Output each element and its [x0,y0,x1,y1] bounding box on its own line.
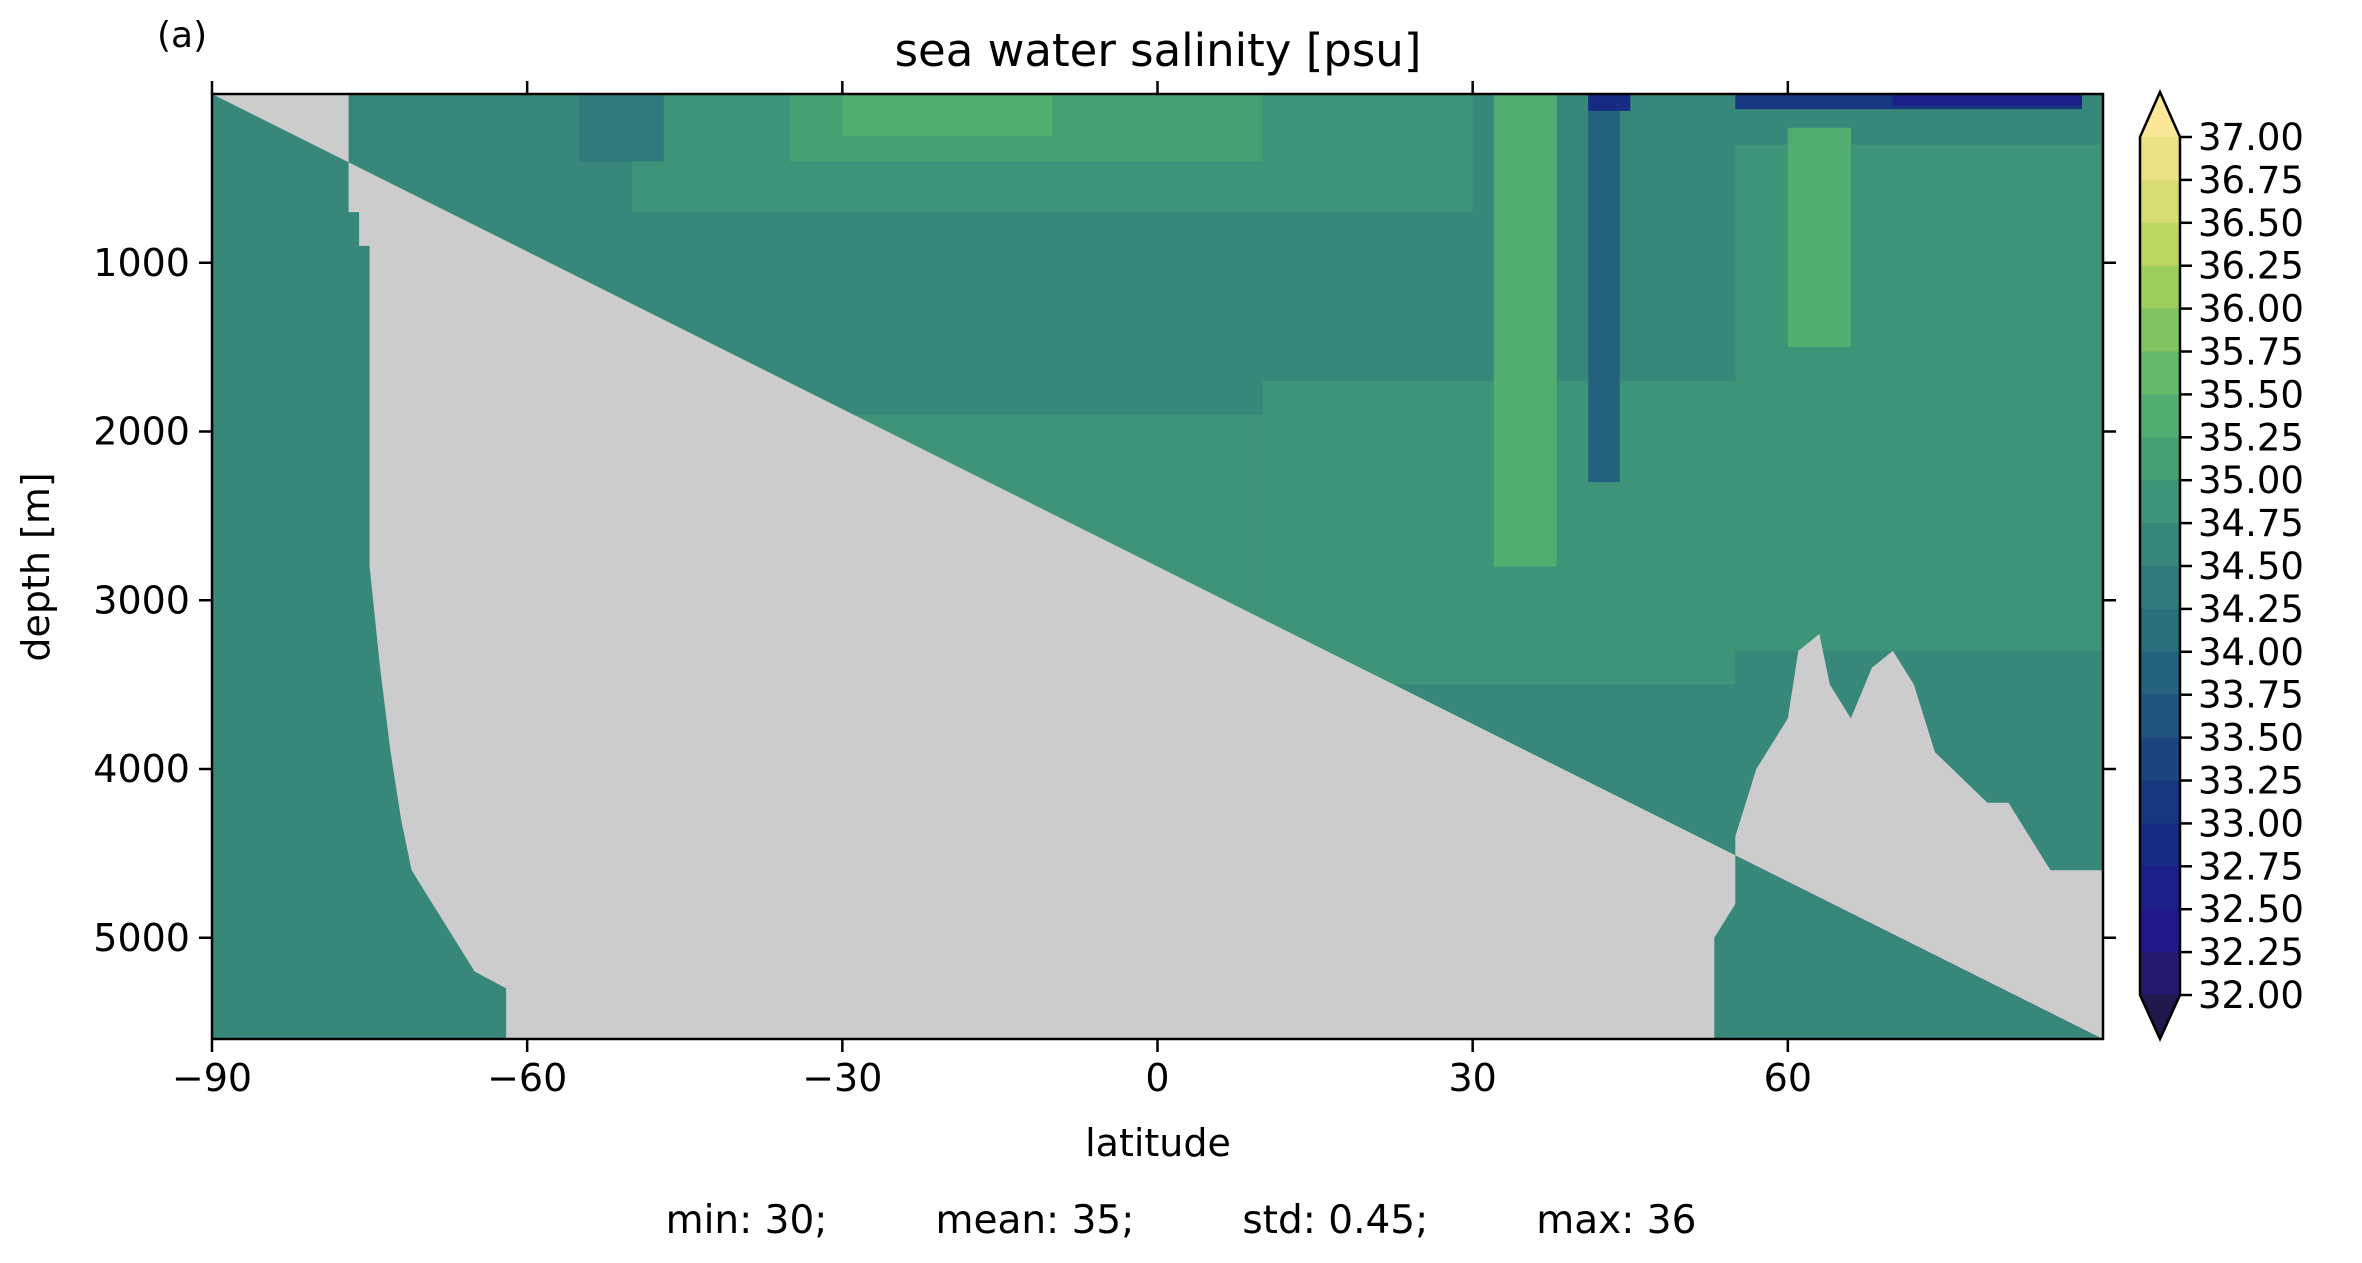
colorbar-swatch [2140,952,2180,996]
colorbar: 37.0036.7536.5036.2536.0035.7535.5035.25… [2138,88,2304,1043]
salinity-region-10 [1504,94,1536,179]
stat-mean: mean: 35; [935,1198,1135,1243]
salinity-region-16 [1892,94,2082,106]
colorbar-tick-label: 33.75 [2198,674,2304,717]
y-axis: 1000 2000 3000 4000 5000 [93,241,2116,960]
salinity-region-13 [1588,94,1620,483]
colorbar-swatch [2140,651,2180,696]
colorbar-swatch [2140,737,2180,782]
panel-label: (a) [157,15,207,56]
colorbar-swatch [2140,437,2180,481]
salinity-region-14 [1588,94,1631,111]
colorbar-tick-label: 36.00 [2198,288,2304,331]
salinity-region-8 [842,94,1053,137]
stat-max: max: 36 [1536,1198,1697,1243]
colorbar-tick-label: 34.00 [2198,631,2304,674]
salinity-region-12 [579,94,664,162]
colorbar-swatch [2140,909,2180,953]
colorbar-tick-label: 35.75 [2198,331,2304,374]
x-axis-label: latitude [1085,1121,1231,1165]
chart-title: sea water salinity [psu] [895,24,1422,77]
colorbar-extend-max [2140,92,2180,137]
x-axis: −90 −60 −30 0 30 60 [172,81,1812,1100]
seafloor-land-mask [212,94,2103,1039]
summary-stats: min: 30; mean: 35; std: 0.45; max: 36 [0,1198,2362,1243]
x-tick-label: 30 [1448,1056,1496,1100]
colorbar-tick-label: 37.00 [2198,116,2304,159]
colorbar-tick-label: 35.50 [2198,373,2304,416]
colorbar-swatch [2140,137,2180,181]
x-tick-label: −90 [172,1056,252,1100]
colorbar-swatch [2140,308,2180,353]
y-tick-label: 3000 [93,578,190,622]
colorbar-swatch [2140,866,2180,910]
salinity-region-11 [1787,127,1851,348]
x-tick-label: −30 [802,1056,882,1100]
x-tick-label: −60 [487,1056,567,1100]
colorbar-swatch [2140,179,2180,224]
colorbar-tick-label: 36.50 [2198,202,2304,245]
y-tick-label: 2000 [93,410,190,454]
colorbar-swatch [2140,265,2180,310]
colorbar-tick-label: 32.75 [2198,845,2304,888]
colorbar-swatch [2140,351,2180,395]
colorbar-tick-label: 33.25 [2198,760,2304,803]
colorbar-tick-label: 34.50 [2198,545,2304,588]
plot-area [212,94,2103,1039]
colorbar-swatch [2140,394,2180,438]
colorbar-tick-label: 36.25 [2198,245,2304,288]
colorbar-tick-label: 35.00 [2198,459,2304,502]
y-tick-label: 1000 [93,241,190,285]
y-tick-label: 5000 [93,916,190,960]
colorbar-tick-label: 34.25 [2198,588,2304,631]
colorbar-swatch [2140,694,2180,739]
colorbar-tick-label: 34.75 [2198,502,2304,545]
colorbar-tick-label: 32.00 [2198,974,2304,1017]
colorbar-swatch [2140,823,2180,867]
colorbar-tick-label: 32.50 [2198,888,2304,931]
y-axis-label: depth [m] [14,472,58,661]
colorbar-tick-label: 33.00 [2198,802,2304,845]
y-tick-label: 4000 [93,747,190,791]
colorbar-swatch [2140,480,2180,524]
stat-min: min: 30; [665,1198,828,1243]
colorbar-swatch [2140,222,2180,267]
x-tick-label: 0 [1145,1056,1169,1100]
colorbar-swatch [2140,523,2180,567]
colorbar-tick-label: 36.75 [2198,159,2304,202]
colorbar-swatch [2140,566,2180,610]
colorbar-swatch [2140,780,2180,824]
x-tick-label: 60 [1764,1056,1812,1100]
colorbar-tick-label: 32.25 [2198,931,2304,974]
colorbar-tick-label: 33.50 [2198,717,2304,760]
stat-std: std: 0.45; [1242,1198,1429,1243]
colorbar-extend-min [2140,995,2180,1039]
colorbar-swatch [2140,608,2180,653]
colorbar-tick-label: 35.25 [2198,416,2304,459]
